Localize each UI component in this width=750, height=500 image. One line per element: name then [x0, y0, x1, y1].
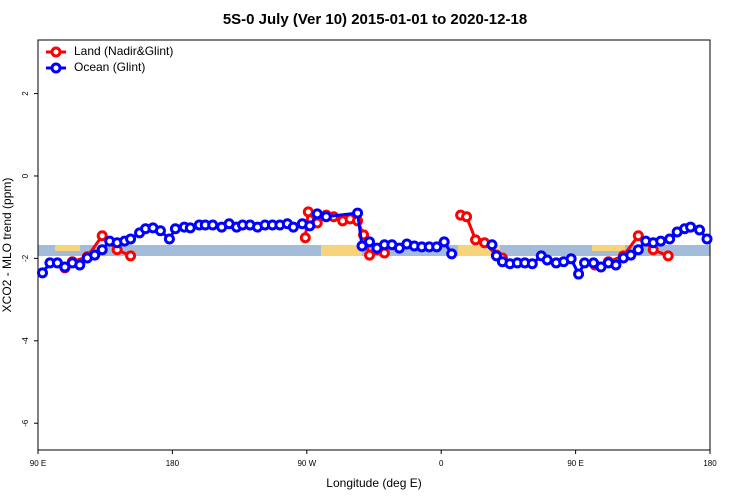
point — [163, 233, 175, 245]
land-band — [458, 245, 500, 256]
point — [541, 254, 553, 266]
legend-marker — [50, 62, 62, 74]
point — [36, 267, 48, 279]
legend-label: Ocean (Glint) — [74, 60, 145, 74]
point — [320, 211, 332, 223]
point — [694, 224, 706, 236]
point — [565, 253, 577, 265]
y-tick-label: 2 — [21, 91, 30, 96]
point — [579, 257, 591, 269]
point — [461, 211, 473, 223]
point — [364, 249, 376, 261]
point — [89, 249, 101, 261]
x-tick-label: 90 E — [567, 459, 583, 468]
point — [299, 232, 311, 244]
y-tick-label: 0 — [21, 173, 30, 178]
x-tick-label: 180 — [166, 459, 180, 468]
y-tick-label: -6 — [21, 419, 30, 427]
point — [610, 259, 622, 271]
point — [431, 241, 443, 253]
chart-title: 5S-0 July (Ver 10) 2015-01-01 to 2020-12… — [223, 11, 527, 28]
point — [74, 259, 86, 271]
land-band — [321, 245, 362, 256]
point — [304, 220, 316, 232]
point — [125, 250, 137, 262]
point — [184, 222, 196, 234]
point — [352, 207, 364, 219]
y-axis-label: XCO2 - MLO trend (ppm) — [0, 178, 14, 313]
land-band — [55, 245, 80, 251]
y-tick-label: -4 — [21, 337, 30, 345]
x-tick-label: 90 W — [297, 459, 316, 468]
point — [486, 239, 498, 251]
point — [625, 249, 637, 261]
point — [701, 233, 713, 245]
point — [125, 233, 137, 245]
point — [207, 219, 219, 231]
point — [96, 230, 108, 242]
point — [169, 223, 181, 235]
plot-frame — [37, 39, 711, 451]
point — [470, 234, 482, 246]
land-band — [592, 245, 625, 251]
point — [446, 248, 458, 260]
point — [364, 236, 376, 248]
point — [664, 233, 676, 245]
point — [154, 225, 166, 237]
point — [96, 244, 108, 256]
point — [632, 244, 644, 256]
point — [655, 235, 667, 247]
legend: Land (Nadir&Glint) Ocean (Glint) — [46, 44, 173, 74]
point — [287, 221, 299, 233]
point — [302, 206, 314, 218]
x-tick-label: 90 E — [30, 459, 46, 468]
point — [632, 230, 644, 242]
x-tick-label: 180 — [703, 459, 717, 468]
x-tick-label: 0 — [439, 459, 444, 468]
point — [311, 208, 323, 220]
legend-marker — [50, 46, 62, 58]
y-tick-label: -2 — [21, 254, 30, 262]
legend-label: Land (Nadir&Glint) — [74, 44, 173, 58]
point — [662, 250, 674, 262]
point — [573, 268, 585, 280]
point — [526, 258, 538, 270]
point — [438, 236, 450, 248]
x-axis-label: Longitude (deg E) — [326, 476, 421, 490]
point — [685, 221, 697, 233]
